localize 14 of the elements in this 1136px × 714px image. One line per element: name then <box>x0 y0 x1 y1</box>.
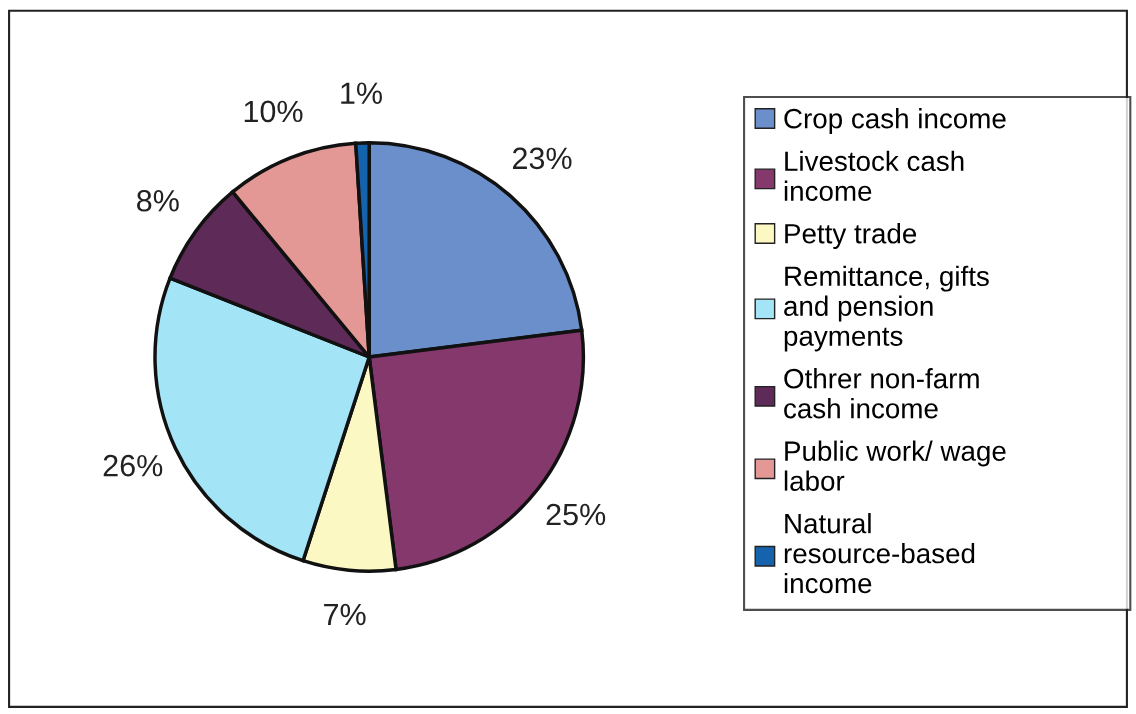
data-label: 7% <box>324 603 366 626</box>
data-label: 26% <box>103 454 163 477</box>
data-label: 8% <box>137 189 179 212</box>
legend-label: Livestock cash income <box>784 150 964 201</box>
data-label: 23% <box>512 147 572 170</box>
legend-label: Crop cash income <box>784 108 1006 134</box>
legend-label: Petty trade <box>785 223 917 250</box>
legend-label: Public work/ wage labor <box>784 440 1006 491</box>
data-label: 10% <box>244 100 303 123</box>
legend-label: Othrer non-farm cash income <box>784 368 979 419</box>
data-label: 1% <box>341 82 382 104</box>
data-label: 25% <box>546 503 606 526</box>
legend-label: Remittance, gifts and pension payments <box>784 265 989 352</box>
legend-label: Natural resource-based income <box>784 513 975 594</box>
